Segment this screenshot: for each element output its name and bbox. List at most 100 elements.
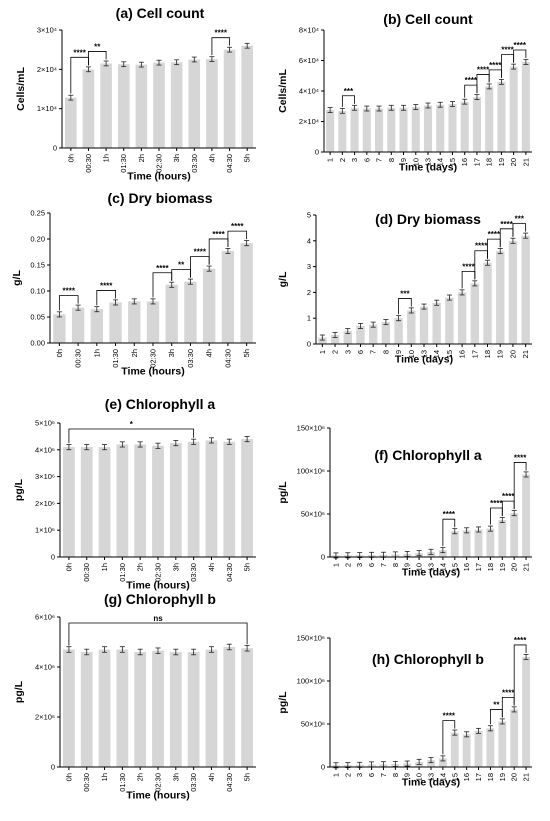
error-bar: [191, 648, 197, 656]
x-tick-label: 04:30: [225, 563, 234, 582]
significance-bracket: **: [88, 42, 107, 66]
bar: [381, 322, 391, 344]
error-bar: [103, 60, 109, 67]
error-bar: [416, 550, 422, 557]
bar: [407, 310, 416, 344]
x-tick-label: 20: [508, 350, 517, 358]
x-tick-label: 14: [438, 563, 447, 571]
x-tick-label: 7: [379, 773, 388, 777]
significance-label: ***: [515, 215, 525, 224]
y-tick-label: 4: [307, 236, 311, 245]
error-bar: [474, 94, 480, 100]
bar: [223, 647, 236, 767]
chart-a: (a) Cell count 0 1×10⁴ 2×10⁴ 3×10⁴ 0h 00:30 1h 0…: [15, 5, 256, 183]
x-tick-label: 9: [394, 350, 403, 354]
significance-label: ****: [489, 61, 502, 70]
bar: [486, 728, 495, 767]
error-bar: [396, 315, 402, 322]
error-bar: [416, 758, 422, 765]
x-tick-label: 9: [403, 773, 412, 777]
x-tick-label: 03:30: [189, 563, 198, 582]
x-tick-label: 7: [369, 350, 378, 354]
y-tick-label: 150×10⁶: [297, 634, 325, 643]
y-tick-label: 0.00: [30, 339, 45, 348]
x-tick-label: 0h: [66, 154, 75, 162]
error-bar: [327, 107, 333, 113]
x-axis-label: Time (hours): [121, 366, 184, 378]
error-bar: [138, 61, 144, 68]
bar: [221, 250, 235, 343]
x-tick-label: 18: [486, 773, 495, 781]
y-tick-label: 1: [307, 314, 311, 323]
x-tick-label: 20: [510, 773, 519, 781]
y-tick-label: 6×10⁶: [35, 613, 55, 622]
bar: [432, 302, 441, 344]
bar: [134, 444, 147, 557]
x-tick-label: 13: [427, 773, 436, 781]
error-bar: [332, 332, 338, 338]
x-tick-label: 04:30: [225, 773, 234, 792]
error-bar: [499, 718, 505, 725]
y-tick-label: 0.15: [30, 261, 45, 270]
bar: [486, 528, 495, 557]
y-tick-label: 3×10⁴: [37, 26, 57, 35]
bar: [326, 110, 335, 152]
bar: [330, 334, 340, 344]
x-axis-label: Time (days): [402, 567, 460, 579]
x-tick-label: 14: [438, 773, 447, 781]
chart-title: (c) Dry biomass: [107, 190, 212, 206]
chart-c: (c) Dry biomass 0.00 0.05 0.10 0.15 0.20 0.25 0…: [11, 190, 256, 378]
x-tick-label: 1: [318, 350, 327, 354]
error-bar: [404, 760, 410, 767]
error-bar: [446, 294, 452, 301]
error-bar: [345, 328, 351, 335]
x-tick-label: 00:30: [82, 773, 91, 792]
x-tick-label: 15: [448, 158, 457, 166]
bar: [318, 337, 327, 344]
error-bar: [173, 648, 179, 656]
x-tick-label: 19: [498, 773, 507, 781]
bar: [203, 268, 216, 343]
bar: [423, 105, 433, 152]
significance-label: ***: [344, 87, 354, 96]
y-tick-label: 0.25: [30, 209, 45, 218]
x-tick-label: 17: [474, 563, 483, 571]
x-tick-label: 18: [486, 563, 495, 571]
bar: [82, 69, 95, 148]
bar: [457, 292, 467, 344]
bar: [152, 650, 164, 767]
x-tick-label: 01:30: [119, 154, 128, 173]
x-axis-label: Time (days): [395, 354, 453, 366]
bar: [116, 444, 129, 557]
significance-label: ****: [465, 76, 478, 85]
chart-e: (e) Chlorophyll a 0 1×10⁶ 2×10⁶ 3×10⁶ 4×10⁶ 5×…: [13, 396, 256, 592]
chart-title: (e) Chlorophyll a: [105, 396, 216, 412]
significance-bracket: ****: [513, 41, 527, 63]
significance-bracket: ***: [341, 87, 355, 107]
error-bar: [487, 525, 493, 532]
bar: [71, 307, 85, 343]
y-tick-label: 0: [307, 340, 311, 349]
bar: [497, 81, 506, 152]
x-tick-label: 00:30: [74, 349, 83, 368]
bar: [362, 108, 371, 152]
y-tick-label: 0: [321, 763, 325, 772]
x-tick-label: 02:30: [154, 773, 163, 792]
x-tick-label: 1h: [100, 563, 109, 571]
bar: [117, 64, 130, 148]
significance-label: ns: [153, 614, 163, 623]
bar: [368, 324, 378, 344]
bar: [338, 110, 347, 152]
bar: [170, 62, 183, 148]
error-bar: [364, 105, 370, 112]
x-tick-label: 21: [522, 563, 531, 571]
x-tick-label: 01:30: [118, 773, 127, 792]
bar: [64, 97, 77, 148]
bar: [448, 103, 457, 152]
x-tick-label: 6: [356, 350, 365, 354]
y-tick-label: 2: [307, 288, 311, 297]
bar: [241, 45, 254, 148]
x-axis-label: Time (days): [399, 162, 457, 174]
significance-label: ****: [443, 510, 456, 519]
